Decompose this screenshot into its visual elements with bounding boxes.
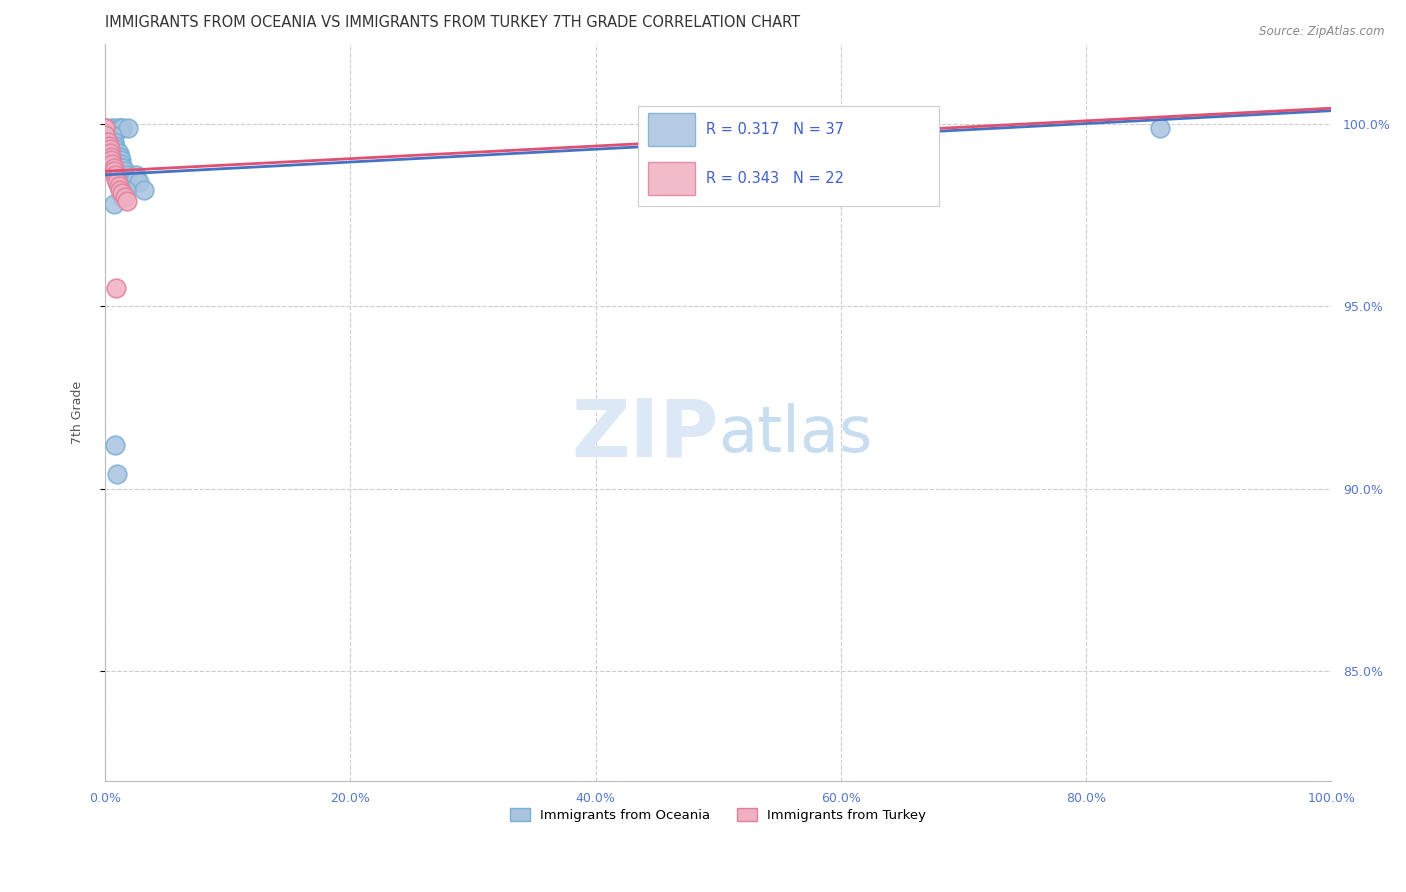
Text: IMMIGRANTS FROM OCEANIA VS IMMIGRANTS FROM TURKEY 7TH GRADE CORRELATION CHART: IMMIGRANTS FROM OCEANIA VS IMMIGRANTS FR… [105,15,800,30]
Point [1149,120,1171,135]
Point [111,186,134,201]
Point [121,175,143,189]
Point [101,128,124,142]
Point [103,161,125,175]
Point [118,171,141,186]
Point [107,178,129,193]
Point [128,175,150,189]
Text: ZIP: ZIP [571,395,718,474]
Point [115,168,138,182]
Point [94,120,117,135]
Point [125,168,148,182]
Point [98,143,121,157]
Point [115,194,138,208]
FancyBboxPatch shape [648,113,695,146]
Point [94,120,117,135]
Point [103,164,125,178]
Point [105,467,128,482]
Point [96,135,118,149]
Point [111,120,134,135]
Point [108,120,131,135]
Point [103,135,125,149]
Y-axis label: 7th Grade: 7th Grade [72,381,84,443]
Point [98,146,121,161]
Point [108,183,131,197]
Point [134,183,156,197]
Point [100,128,122,142]
Point [104,143,127,157]
Point [105,175,128,189]
Point [100,153,122,168]
Point [94,128,117,142]
Point [110,153,132,168]
Point [114,190,136,204]
Point [866,120,889,135]
Point [111,120,134,135]
Text: atlas: atlas [718,403,873,466]
Point [117,120,139,135]
Legend: Immigrants from Oceania, Immigrants from Turkey: Immigrants from Oceania, Immigrants from… [505,802,932,827]
Text: R = 0.343   N = 22: R = 0.343 N = 22 [706,171,844,186]
Point [103,197,125,211]
Point [105,281,128,295]
Point [94,120,117,135]
Point [100,120,122,135]
Text: Source: ZipAtlas.com: Source: ZipAtlas.com [1260,25,1385,38]
Point [97,138,120,153]
Point [108,150,131,164]
Point [100,150,122,164]
Point [104,120,127,135]
Text: R = 0.317   N = 37: R = 0.317 N = 37 [706,122,844,137]
Point [94,120,117,135]
FancyBboxPatch shape [638,106,939,206]
Point [112,161,135,175]
Point [110,157,132,171]
Point [104,438,127,452]
Point [111,161,134,175]
Point [115,183,138,197]
Point [125,171,148,186]
Point [104,138,127,153]
Point [107,146,129,161]
FancyBboxPatch shape [648,162,695,195]
Point [107,120,129,135]
Point [101,157,124,171]
Point [104,168,127,182]
Point [105,146,128,161]
Point [105,171,128,186]
Point [111,190,134,204]
Point [866,120,889,135]
Point [114,164,136,178]
Point [891,120,914,135]
